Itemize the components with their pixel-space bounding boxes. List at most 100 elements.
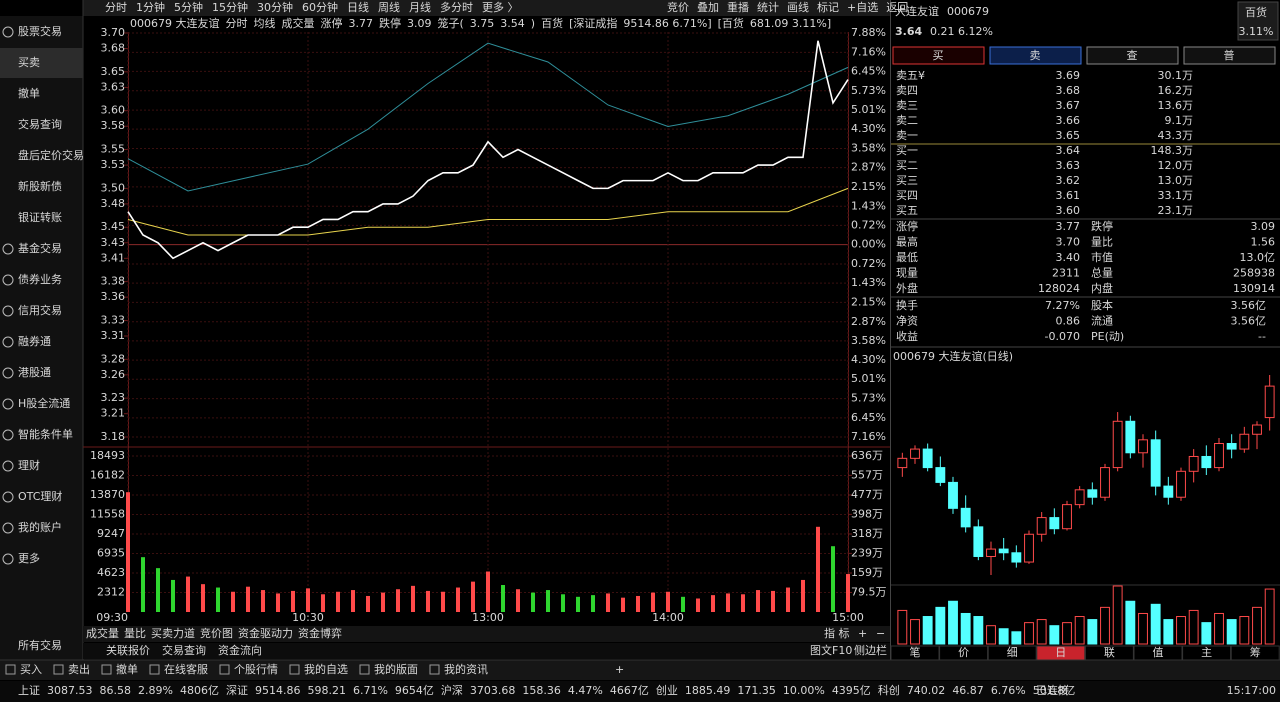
- toolbar-button[interactable]: 画线: [787, 0, 809, 14]
- book-price: 3.62: [1056, 174, 1081, 187]
- toolbar-button[interactable]: 返回: [886, 1, 908, 14]
- price-tick-label: 3.63: [101, 80, 126, 93]
- tab[interactable]: 指 标: [824, 626, 850, 640]
- text-item[interactable]: 分时: [105, 1, 127, 14]
- menu-item[interactable]: H股全流通: [18, 396, 70, 410]
- text-item[interactable]: 资金博弈: [298, 626, 342, 640]
- candle-body: [998, 548, 1009, 554]
- panel-tab[interactable]: 笔: [910, 645, 921, 659]
- candle-body: [1252, 424, 1262, 435]
- action-label[interactable]: 卖: [1030, 49, 1041, 62]
- text-item[interactable]: 15分钟: [212, 0, 248, 14]
- panel-tab[interactable]: 值: [1153, 646, 1164, 659]
- menu-footer[interactable]: 所有交易: [18, 638, 62, 652]
- toolbar-button[interactable]: 叠加: [697, 1, 719, 14]
- volume-bar: [801, 579, 805, 612]
- book-label: 买一: [896, 144, 918, 157]
- menu-item[interactable]: 我的账户: [18, 520, 62, 534]
- menu-item[interactable]: 港股通: [18, 366, 51, 379]
- panel-tab[interactable]: 日: [1055, 646, 1066, 659]
- text-item[interactable]: 成交量: [86, 626, 119, 640]
- tool-icon: [149, 664, 160, 675]
- subtab[interactable]: 侧边栏: [854, 643, 887, 657]
- price-tick-label: 3.68: [101, 42, 126, 55]
- daily-volume-bar: [1176, 616, 1186, 645]
- tab-box: [987, 645, 1037, 661]
- text-item[interactable]: 资金流向: [218, 643, 262, 657]
- menu-item[interactable]: 盘后定价交易: [18, 148, 84, 162]
- menu-item[interactable]: 银证转账: [18, 210, 62, 224]
- text-item: 涨停: [321, 16, 343, 30]
- toolbar-button[interactable]: +: [615, 663, 624, 676]
- text-item[interactable]: 日线: [347, 0, 369, 14]
- text-item[interactable]: 1分钟: [136, 0, 165, 14]
- menu-item[interactable]: 更多: [18, 551, 40, 565]
- menu-item[interactable]: 理财: [18, 458, 40, 472]
- menu-item[interactable]: 撤单: [18, 86, 40, 100]
- menu-item[interactable]: 交易查询: [18, 117, 62, 131]
- menu-item[interactable]: OTC理财: [18, 489, 62, 503]
- menu-item[interactable]: 信用交易: [18, 303, 62, 317]
- text-item[interactable]: 更多 〉: [482, 0, 519, 14]
- menu-item[interactable]: 股票交易: [18, 24, 62, 38]
- candle-body: [1024, 533, 1034, 563]
- action-label[interactable]: 普: [1224, 48, 1235, 62]
- toolbar-button[interactable]: 卖出: [68, 662, 90, 676]
- toolbar-button[interactable]: 标记: [817, 0, 839, 14]
- volume-bar: [201, 584, 205, 612]
- menu-item[interactable]: 基金交易: [18, 241, 62, 255]
- panel-tab[interactable]: 价: [958, 646, 969, 659]
- menu-item[interactable]: 融券通: [18, 334, 51, 348]
- menu-icon: [2, 26, 14, 38]
- action-label[interactable]: 查: [1127, 48, 1138, 62]
- toolbar-button[interactable]: 在线客服: [164, 662, 208, 676]
- volume-bar: [846, 574, 850, 612]
- text-item[interactable]: 买卖力道: [151, 626, 195, 640]
- tab[interactable]: +: [858, 627, 867, 640]
- menu-item[interactable]: 新股新债: [18, 179, 62, 193]
- panel-tab[interactable]: 联: [1104, 646, 1115, 659]
- toolbar-button[interactable]: +自选: [847, 1, 878, 14]
- toolbar-button[interactable]: 竞价: [667, 0, 689, 14]
- book-label: 卖四: [896, 84, 918, 97]
- subtab[interactable]: 图文F10: [810, 643, 852, 657]
- toolbar-button[interactable]: 我的自选: [304, 662, 348, 676]
- stat-label: 现量: [896, 267, 918, 280]
- text-item: 6.76%: [991, 684, 1026, 697]
- text-item[interactable]: 多分时: [440, 0, 473, 14]
- panel-tab[interactable]: 筹: [1250, 645, 1261, 659]
- panel-tab[interactable]: 主: [1201, 646, 1212, 659]
- pct-tick-label: 7.16%: [851, 45, 886, 58]
- text-item[interactable]: 60分钟: [302, 0, 338, 14]
- pct-tick-label: 3.58%: [851, 142, 886, 155]
- toolbar-button[interactable]: 我的资讯: [444, 662, 488, 676]
- volume-bar: [831, 546, 835, 612]
- volume-bar: [576, 596, 580, 612]
- panel-tab[interactable]: 细: [1007, 646, 1018, 659]
- toolbar-button[interactable]: 个股行情: [234, 663, 278, 676]
- text-item[interactable]: 周线: [378, 0, 400, 14]
- toolbar-button[interactable]: 买入: [20, 663, 42, 676]
- fin-label: 收益: [896, 329, 918, 343]
- text-item[interactable]: 竞价图: [200, 626, 233, 640]
- toolbar-button[interactable]: 统计: [757, 1, 779, 14]
- text-item[interactable]: 交易查询: [162, 643, 206, 657]
- menu-item[interactable]: 债券业务: [18, 272, 62, 286]
- toolbar-button[interactable]: 撤单: [116, 662, 138, 676]
- text-item[interactable]: 30分钟: [257, 0, 293, 14]
- text-item[interactable]: 关联报价: [106, 643, 150, 657]
- stat-label: 外盘: [896, 281, 918, 295]
- toolbar-button[interactable]: 我的版面: [374, 662, 418, 676]
- action-label[interactable]: 买: [933, 49, 944, 62]
- tab[interactable]: −: [876, 627, 885, 640]
- candle-body: [1264, 385, 1275, 419]
- vol-tick-label: 4623: [97, 566, 125, 579]
- menu-item[interactable]: 智能条件单: [18, 427, 73, 441]
- text-item[interactable]: 月线: [409, 0, 431, 14]
- toolbar-button[interactable]: 重播: [727, 0, 749, 14]
- text-item[interactable]: 资金驱动力: [238, 626, 293, 640]
- pct-tick-label: 2.15%: [851, 295, 886, 308]
- text-item[interactable]: 5分钟: [174, 0, 203, 14]
- menu-item[interactable]: 买卖: [18, 56, 40, 69]
- text-item[interactable]: 量比: [124, 627, 146, 640]
